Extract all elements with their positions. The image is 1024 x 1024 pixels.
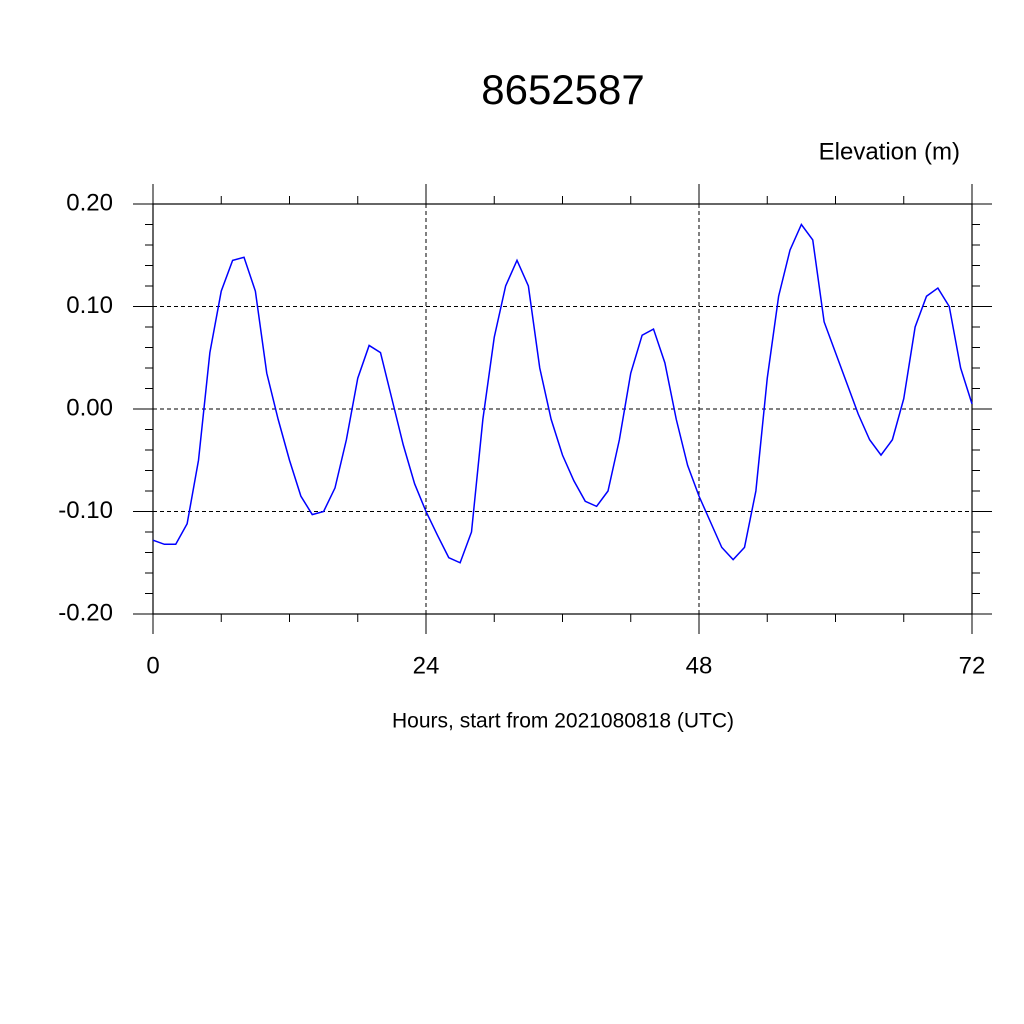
subtitle: Elevation (m) xyxy=(819,138,960,165)
x-tick-label: 0 xyxy=(146,652,159,679)
y-tick-label: 0.20 xyxy=(66,189,113,216)
y-tick-label: 0.10 xyxy=(66,292,113,319)
y-tick-label: -0.20 xyxy=(58,599,113,626)
x-tick-label: 48 xyxy=(686,652,713,679)
plot-frame xyxy=(152,203,973,615)
line-series xyxy=(152,223,973,564)
x-tick-label: 24 xyxy=(413,652,440,679)
x-axis-label: Hours, start from 2021080818 (UTC) xyxy=(392,710,734,733)
y-tick-label: 0.00 xyxy=(66,394,113,421)
x-tick-label: 72 xyxy=(959,652,986,679)
chart-title: 8652587 xyxy=(481,66,645,113)
y-tick-label: -0.10 xyxy=(58,497,113,524)
